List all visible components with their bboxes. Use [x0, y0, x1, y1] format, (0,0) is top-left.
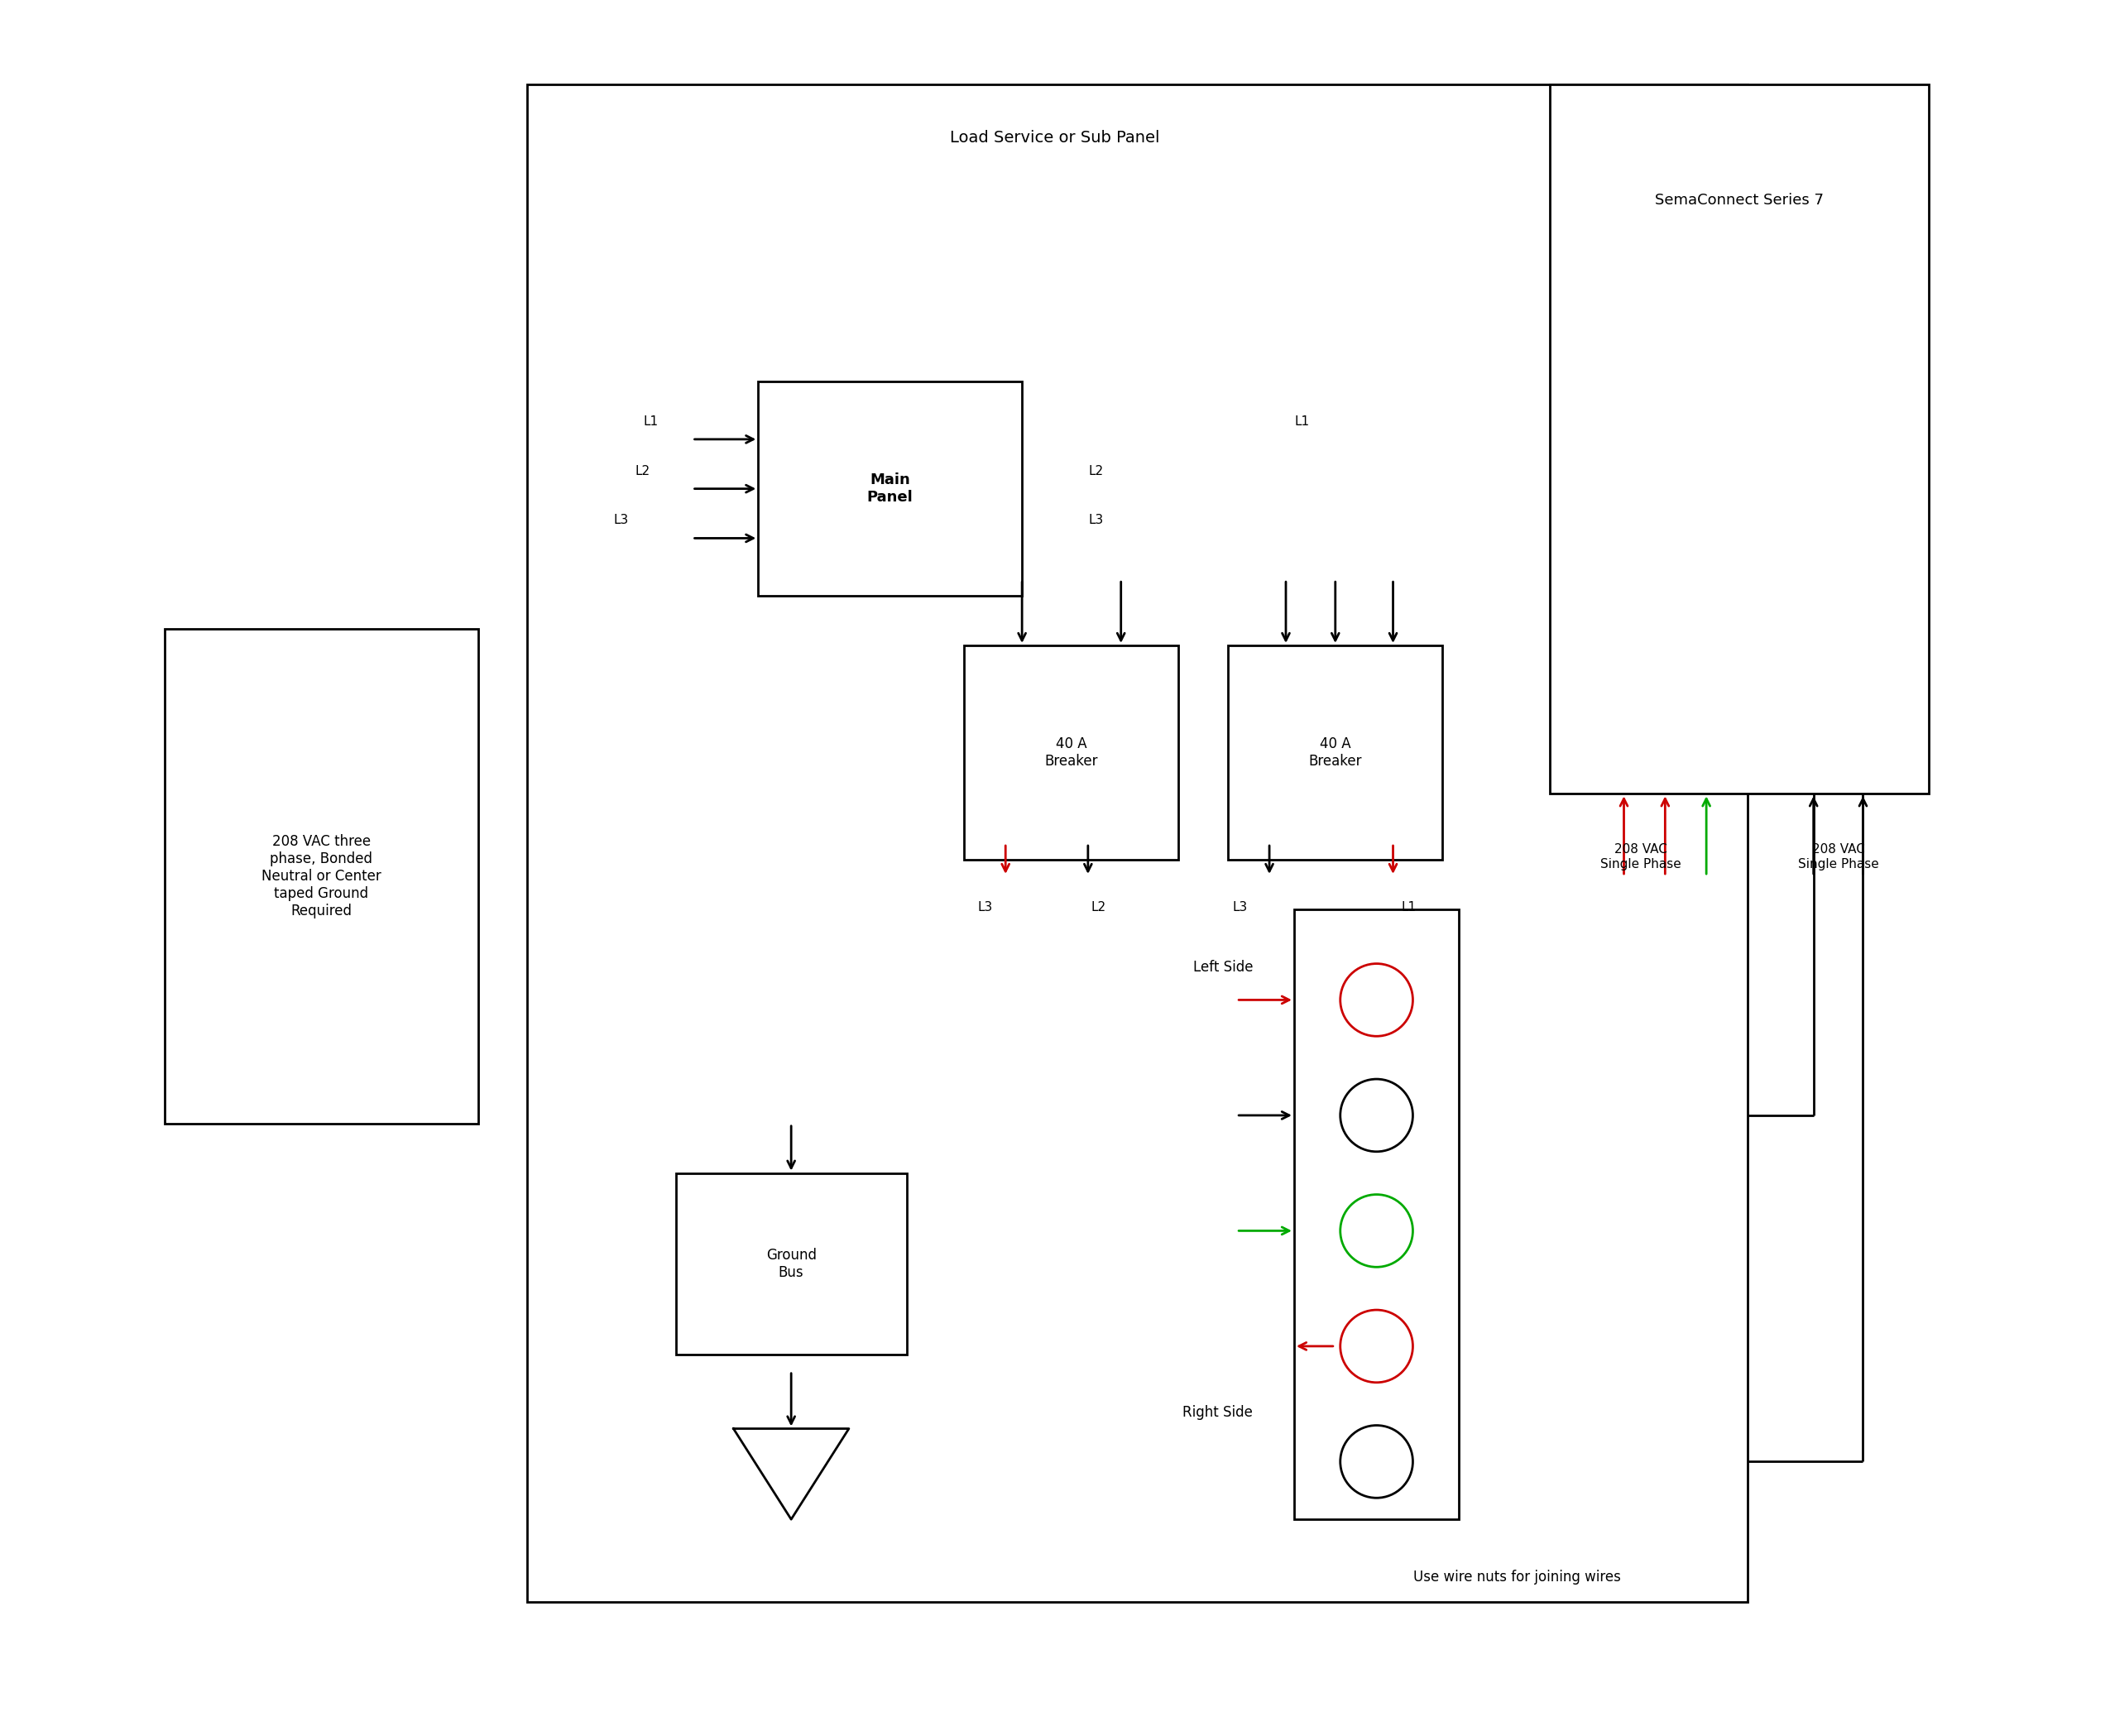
Text: L1: L1	[1296, 415, 1310, 427]
Bar	[1293, 910, 1458, 1519]
Text: 208 VAC
Single Phase: 208 VAC Single Phase	[1798, 844, 1878, 870]
Text: 40 A
Breaker: 40 A Breaker	[1308, 736, 1363, 769]
Text: Use wire nuts for joining wires: Use wire nuts for joining wires	[1414, 1569, 1620, 1585]
Text: L2: L2	[1091, 901, 1106, 913]
Text: Main
Panel: Main Panel	[867, 472, 914, 505]
Text: L3: L3	[1089, 514, 1104, 526]
Circle shape	[1340, 1425, 1414, 1498]
Text: L1: L1	[1401, 901, 1416, 913]
Text: Ground
Bus: Ground Bus	[766, 1248, 817, 1279]
Circle shape	[1340, 1311, 1414, 1382]
Text: 208 VAC three
phase, Bonded
Neutral or Center
taped Ground
Required: 208 VAC three phase, Bonded Neutral or C…	[262, 835, 382, 918]
Circle shape	[1340, 963, 1414, 1036]
Bar	[757, 382, 1021, 595]
Circle shape	[1340, 1080, 1414, 1151]
Text: 208 VAC
Single Phase: 208 VAC Single Phase	[1599, 844, 1682, 870]
Bar	[964, 646, 1179, 859]
Bar	[528, 85, 1747, 1602]
Bar	[1549, 85, 1929, 793]
Text: Load Service or Sub Panel: Load Service or Sub Panel	[949, 130, 1160, 146]
Text: Left Side: Left Side	[1192, 960, 1253, 974]
Circle shape	[1340, 1194, 1414, 1267]
Bar	[165, 628, 477, 1123]
Text: L1: L1	[644, 415, 658, 427]
Bar	[675, 1174, 907, 1354]
Bar	[1228, 646, 1443, 859]
Text: L3: L3	[614, 514, 629, 526]
Text: Right Side: Right Side	[1182, 1404, 1253, 1420]
Text: L2: L2	[635, 465, 650, 477]
Text: L3: L3	[977, 901, 992, 913]
Text: 40 A
Breaker: 40 A Breaker	[1044, 736, 1097, 769]
Text: L3: L3	[1232, 901, 1247, 913]
Text: SemaConnect Series 7: SemaConnect Series 7	[1654, 193, 1823, 208]
Text: L2: L2	[1089, 465, 1104, 477]
